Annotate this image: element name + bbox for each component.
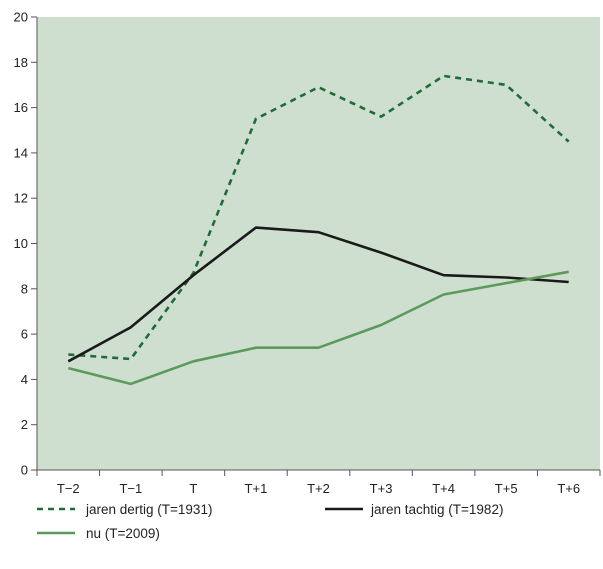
legend-label-0: jaren dertig (T=1931) — [85, 502, 212, 517]
x-tick-label-7: T+5 — [495, 481, 518, 496]
x-tick-label-5: T+3 — [370, 481, 393, 496]
legend: jaren dertig (T=1931) jaren tachtig (T=1… — [37, 502, 503, 541]
legend-label-1: jaren tachtig (T=1982) — [370, 502, 503, 517]
y-tick-label-5: 10 — [14, 236, 28, 251]
x-tick-label-2: T — [189, 481, 197, 496]
plot-area — [37, 17, 600, 470]
y-tick-label-7: 14 — [14, 145, 28, 160]
legend-label-2: nu (T=2009) — [86, 526, 160, 541]
y-tick-label-3: 6 — [21, 327, 28, 342]
x-tick-label-4: T+2 — [307, 481, 330, 496]
series-lines — [67, 74, 570, 386]
legend-item-1: jaren tachtig (T=1982) — [325, 502, 503, 517]
y-tick-label-8: 16 — [14, 100, 28, 115]
y-tick-label-6: 12 — [14, 191, 28, 206]
legend-item-2: nu (T=2009) — [37, 526, 160, 541]
x-tick-label-0: T−2 — [57, 481, 80, 496]
y-tick-label-2: 4 — [21, 372, 28, 387]
y-tick-label-4: 8 — [21, 281, 28, 296]
y-tick-label-1: 2 — [21, 417, 28, 432]
series-line-1 — [67, 226, 569, 363]
series-line-2 — [67, 270, 569, 386]
x-tick-label-1: T−1 — [119, 481, 142, 496]
y-axis: 0 2 4 6 8 10 12 14 16 18 20 — [14, 10, 38, 478]
x-axis: T−2 T−1 T T+1 T+2 T+3 T+4 T+5 T+6 — [36, 469, 601, 496]
legend-item-0: jaren dertig (T=1931) — [37, 502, 212, 517]
y-tick-label-10: 20 — [14, 10, 28, 25]
x-tick-label-6: T+4 — [432, 481, 455, 496]
x-tick-label-3: T+1 — [245, 481, 268, 496]
y-tick-label-0: 0 — [21, 463, 28, 478]
x-tick-label-8: T+6 — [557, 481, 580, 496]
y-tick-label-9: 18 — [14, 55, 28, 70]
